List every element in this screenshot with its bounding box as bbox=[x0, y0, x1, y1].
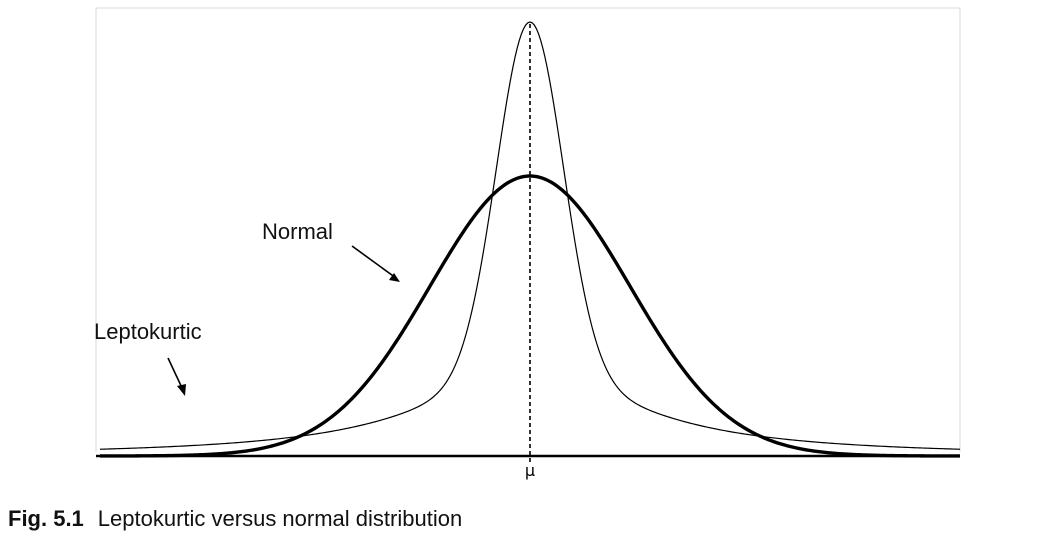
normal-curve bbox=[100, 174, 960, 458]
x-tick-label-mu: μ bbox=[525, 461, 535, 480]
legend-label-normal: Normal bbox=[262, 219, 333, 244]
figure-label: Fig. 5.1 bbox=[8, 506, 84, 531]
leptokurtic-curve bbox=[99, 21, 961, 450]
normal-arrow bbox=[351, 245, 400, 282]
legend-label-leptokurtic: Leptokurtic bbox=[94, 319, 202, 344]
figure-caption-text: Leptokurtic versus normal distribution bbox=[97, 506, 463, 531]
figure-caption: Fig. 5.1 Leptokurtic versus normal distri… bbox=[8, 506, 462, 532]
leptokurtic-arrow bbox=[167, 357, 186, 396]
